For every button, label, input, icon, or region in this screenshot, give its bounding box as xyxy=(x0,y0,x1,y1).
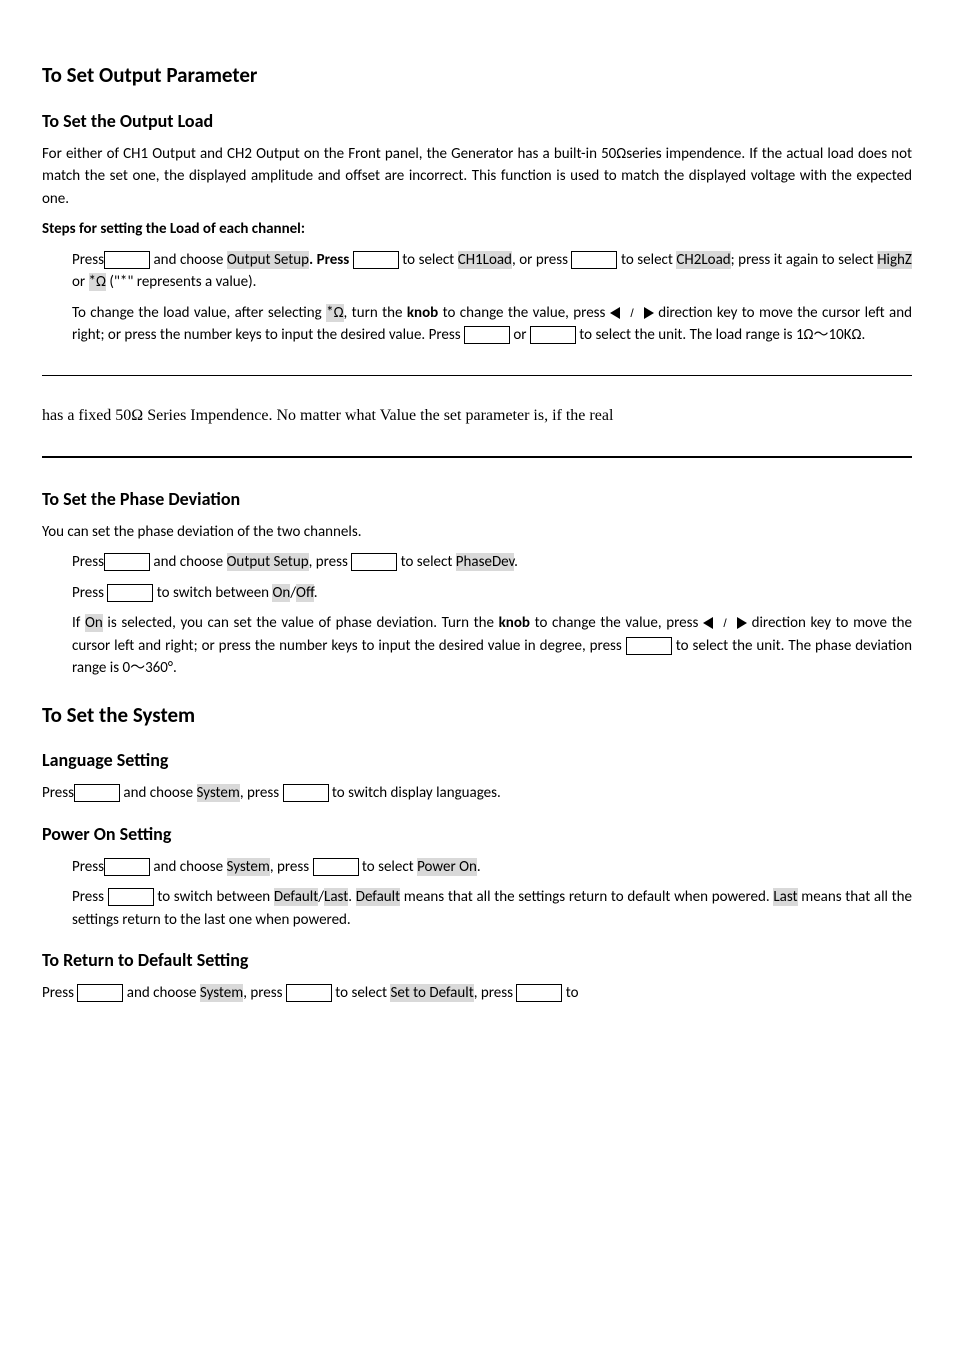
blank-button xyxy=(104,553,150,571)
subsection-title-phase-deviation: To Set the Phase Deviation xyxy=(42,486,912,513)
blank-button xyxy=(107,584,153,602)
left-right-arrow-icon: / xyxy=(703,616,747,630)
phase-step-3: If On is selected, you can set the value… xyxy=(72,612,912,680)
blank-button xyxy=(74,784,120,802)
blank-button xyxy=(104,251,150,269)
blank-button xyxy=(77,984,123,1002)
output-load-intro: For either of CH1 Output and CH2 Output … xyxy=(42,143,912,211)
steps-label: Steps for setting the Load of each chann… xyxy=(42,218,912,241)
blank-button xyxy=(104,858,150,876)
phase-intro: You can set the phase deviation of the t… xyxy=(42,521,912,544)
blank-button xyxy=(571,251,617,269)
section-title-output-param: To Set Output Parameter xyxy=(42,60,912,92)
blank-button xyxy=(626,637,672,655)
poweron-step-1: Press and choose System, press to select… xyxy=(72,856,912,879)
mid-note: has a fixed 50Ω Series Impendence. No ma… xyxy=(42,404,912,428)
subsection-title-language: Language Setting xyxy=(42,747,912,774)
subsection-title-output-load: To Set the Output Load xyxy=(42,108,912,135)
blank-button xyxy=(353,251,399,269)
language-step: Press and choose System, press to switch… xyxy=(42,782,912,805)
default-step: Press and choose System, press to select… xyxy=(42,982,912,1005)
section-title-system: To Set the System xyxy=(42,700,912,732)
divider xyxy=(42,375,912,376)
thick-divider xyxy=(42,456,912,458)
blank-button xyxy=(530,326,576,344)
load-step-1: Press and choose Output Setup. Press to … xyxy=(72,249,912,294)
subsection-title-poweron: Power On Setting xyxy=(42,821,912,848)
blank-button xyxy=(351,553,397,571)
svg-text:/: / xyxy=(723,616,727,630)
poweron-step-2: Press to switch between Default/Last. De… xyxy=(72,886,912,931)
svg-text:/: / xyxy=(630,306,634,320)
phase-step-1: Press and choose Output Setup, press to … xyxy=(72,551,912,574)
phase-step-2: Press to switch between On/Off. xyxy=(72,582,912,605)
blank-button xyxy=(516,984,562,1002)
blank-button xyxy=(313,858,359,876)
blank-button xyxy=(286,984,332,1002)
subsection-title-default: To Return to Default Setting xyxy=(42,947,912,974)
blank-button xyxy=(108,888,154,906)
load-step-2: To change the load value, after selectin… xyxy=(72,302,912,347)
left-right-arrow-icon: / xyxy=(610,306,654,320)
blank-button xyxy=(283,784,329,802)
blank-button xyxy=(464,326,510,344)
